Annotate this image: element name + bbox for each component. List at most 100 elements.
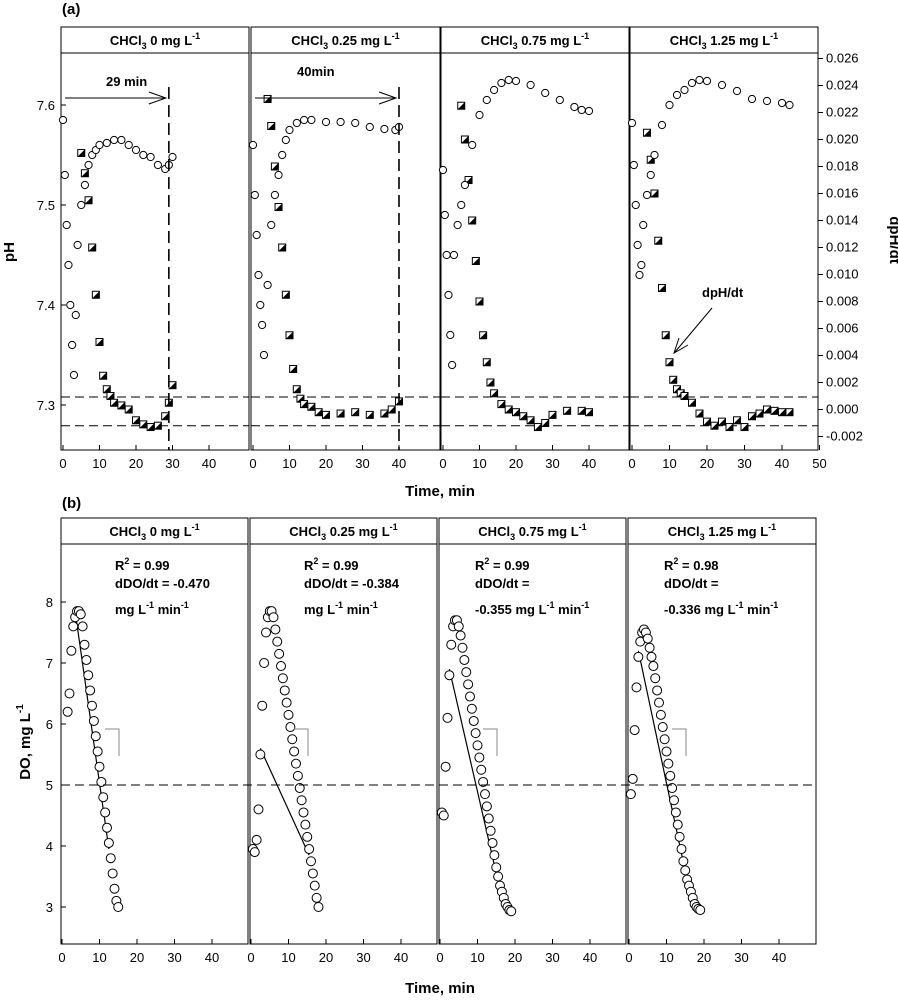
dphdt-point — [695, 409, 704, 418]
ph-point — [444, 290, 453, 300]
ph-point — [321, 117, 331, 127]
dphdt-point — [117, 401, 126, 410]
do-point — [291, 758, 301, 769]
right-axis-tick-label: 0.002 — [826, 375, 859, 390]
r-squared-label: R2 = 0.98 — [664, 556, 719, 573]
right-axis-tick-label: 0.016 — [826, 186, 859, 201]
ph-point — [635, 270, 644, 280]
panel-title: CHCl3 1.25 mg L-1 — [670, 31, 778, 51]
dphdt-point — [278, 243, 287, 252]
ph-point — [110, 135, 119, 145]
ph-point — [58, 115, 68, 125]
dphdt-point — [88, 243, 97, 252]
regression-line — [259, 748, 310, 856]
do-point — [661, 746, 672, 757]
ph-point — [278, 150, 287, 160]
ph-point — [440, 210, 449, 220]
dphdt-point — [146, 423, 155, 432]
y-tick-label: 8 — [46, 595, 53, 610]
right-axis-tick-label: 0.020 — [826, 132, 859, 147]
x-tick-label: 0 — [628, 456, 635, 471]
x-tick-label: 20 — [697, 950, 711, 965]
ph-point — [250, 190, 259, 200]
do-point — [96, 776, 107, 787]
dphdt-point — [161, 412, 170, 421]
do-point — [92, 746, 103, 757]
dphdt-point — [669, 375, 678, 384]
dphdt-point — [482, 358, 491, 367]
do-point — [657, 722, 668, 733]
do-point — [438, 810, 449, 821]
dphdt-point — [91, 290, 100, 299]
do-point — [472, 740, 483, 751]
do-point — [480, 789, 490, 800]
ph-point — [131, 145, 141, 155]
do-point — [672, 819, 683, 830]
dphdt-point — [475, 297, 484, 306]
ph-point — [504, 75, 513, 85]
ph-point — [446, 330, 455, 340]
ph-point — [380, 124, 389, 134]
x-tick-label: 10 — [472, 456, 486, 471]
ph-point — [482, 95, 491, 105]
do-panel-1: CHCl3 0 mg L-1 0 10 20 30 40 3 4 5 6 7 8 R2 = 0.99 dD… — [46, 517, 249, 965]
ph-point — [351, 118, 360, 128]
ph-point — [490, 85, 499, 95]
dphdt-point — [563, 406, 572, 415]
do-point — [633, 651, 644, 662]
panel-frame — [249, 517, 438, 945]
do-point — [294, 783, 305, 794]
dphdt-point — [654, 236, 663, 245]
ph-point — [64, 260, 73, 270]
x-tick-label: 10 — [662, 456, 676, 471]
annotation-arrow — [674, 307, 713, 353]
do-point — [678, 856, 689, 867]
do-point — [631, 682, 642, 693]
x-tick-label: 10 — [659, 950, 673, 965]
do-point — [270, 624, 281, 635]
slope-bracket — [294, 728, 309, 756]
panel-title: CHCl3 0 mg L-1 — [109, 522, 199, 542]
do-point — [652, 685, 663, 696]
do-point — [669, 795, 679, 806]
xlabel-b: Time, min — [405, 980, 475, 997]
ph-point — [442, 250, 451, 260]
ph-point — [146, 152, 155, 162]
panel-frame — [250, 26, 441, 451]
x-tick-label: 30 — [734, 950, 748, 965]
dphdt-point — [77, 149, 86, 157]
dphdt-point — [548, 410, 557, 419]
dphdt-point — [457, 101, 466, 110]
do-point — [309, 880, 320, 891]
ph-point — [270, 190, 279, 200]
dphdt-point — [300, 400, 309, 409]
ph-point — [627, 118, 637, 128]
do-point — [457, 642, 468, 653]
dphdt-point — [380, 409, 389, 418]
ph-point — [60, 170, 69, 180]
dphdt-point — [132, 416, 140, 425]
right-axis-tick-label: 0.014 — [826, 213, 859, 228]
ph-point — [292, 118, 301, 128]
x-tick-label: 20 — [509, 456, 523, 471]
ph-panel-3: CHCl3 0.75 mg L-1 0 10 20 30 40 — [438, 26, 630, 471]
ph-point — [453, 220, 462, 230]
ph-point — [365, 122, 374, 132]
do-point — [648, 661, 659, 672]
x-tick-label: 40 — [775, 456, 789, 471]
do-point — [277, 673, 288, 684]
ph-point — [71, 310, 80, 320]
do-point — [695, 905, 706, 916]
ph-point — [102, 138, 111, 148]
do-point — [455, 630, 466, 641]
x-tick-label: 30 — [355, 456, 369, 471]
do-point — [281, 697, 292, 708]
do-point — [292, 770, 303, 781]
dphdt-point — [307, 402, 316, 411]
panel-frame — [440, 26, 630, 451]
do-point — [109, 883, 120, 894]
duration-label: 29 min — [106, 74, 147, 89]
ph-point — [139, 150, 148, 160]
ph-point — [665, 100, 674, 110]
dphdt-point — [710, 421, 719, 430]
